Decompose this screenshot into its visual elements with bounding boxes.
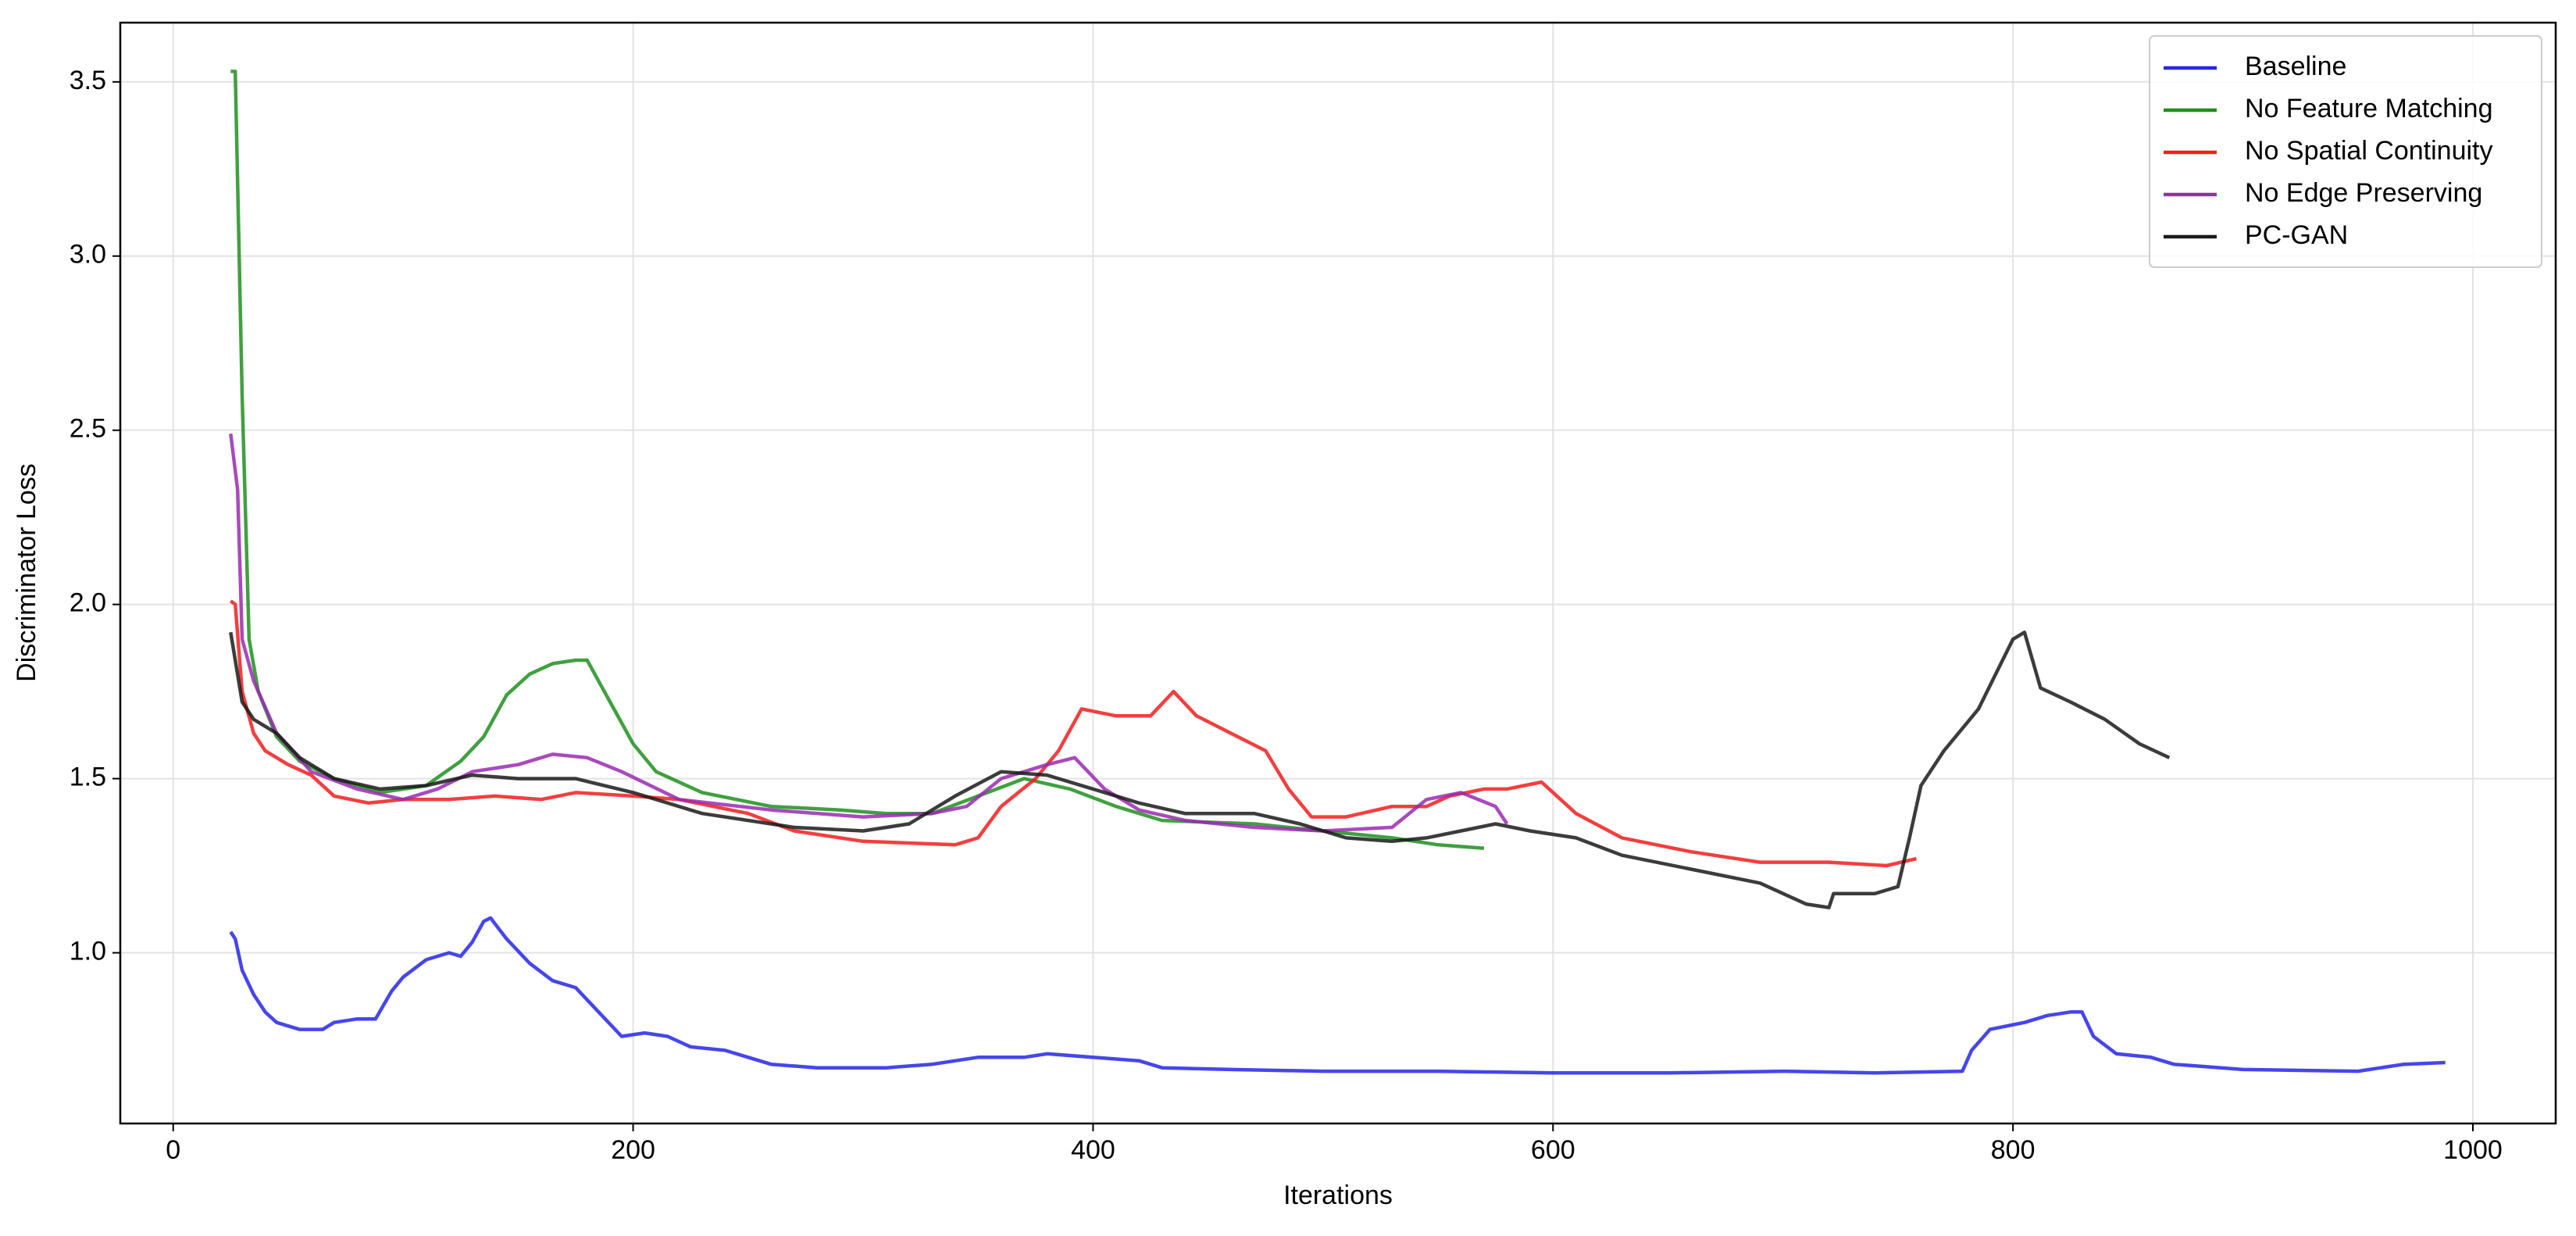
legend-label: No Edge Preserving [2245,178,2482,208]
line [229,599,1918,868]
y-tick-label: 3.0 [70,240,106,270]
y-tick-label: 2.0 [70,588,106,618]
y-tick-label: 1.0 [70,937,106,966]
legend-label: Baseline [2245,52,2346,81]
legend-label: No Feature Matching [2245,94,2493,123]
x-axis-label: Iterations [1283,1181,1393,1210]
line [230,70,1485,851]
x-tick-label: 0 [166,1135,180,1165]
line [229,433,1509,833]
x-tick-label: 600 [1531,1135,1575,1165]
y-tick-label: 2.5 [70,414,106,444]
line [229,916,2446,1075]
x-tick-label: 800 [1991,1135,2035,1165]
x-tick-label: 400 [1071,1135,1115,1165]
legend-box [2149,35,2542,268]
y-tick-label: 3.5 [70,66,106,95]
legend-label: PC-GAN [2245,220,2348,250]
line [229,631,2171,909]
plot-frame [119,21,2557,1125]
x-tick-label: 1000 [2443,1135,2503,1165]
legend-label: No Spatial Continuity [2245,136,2493,166]
x-tick-label: 200 [611,1135,655,1165]
y-axis-label: Discriminator Loss [12,463,41,682]
y-tick-label: 1.5 [70,763,106,792]
